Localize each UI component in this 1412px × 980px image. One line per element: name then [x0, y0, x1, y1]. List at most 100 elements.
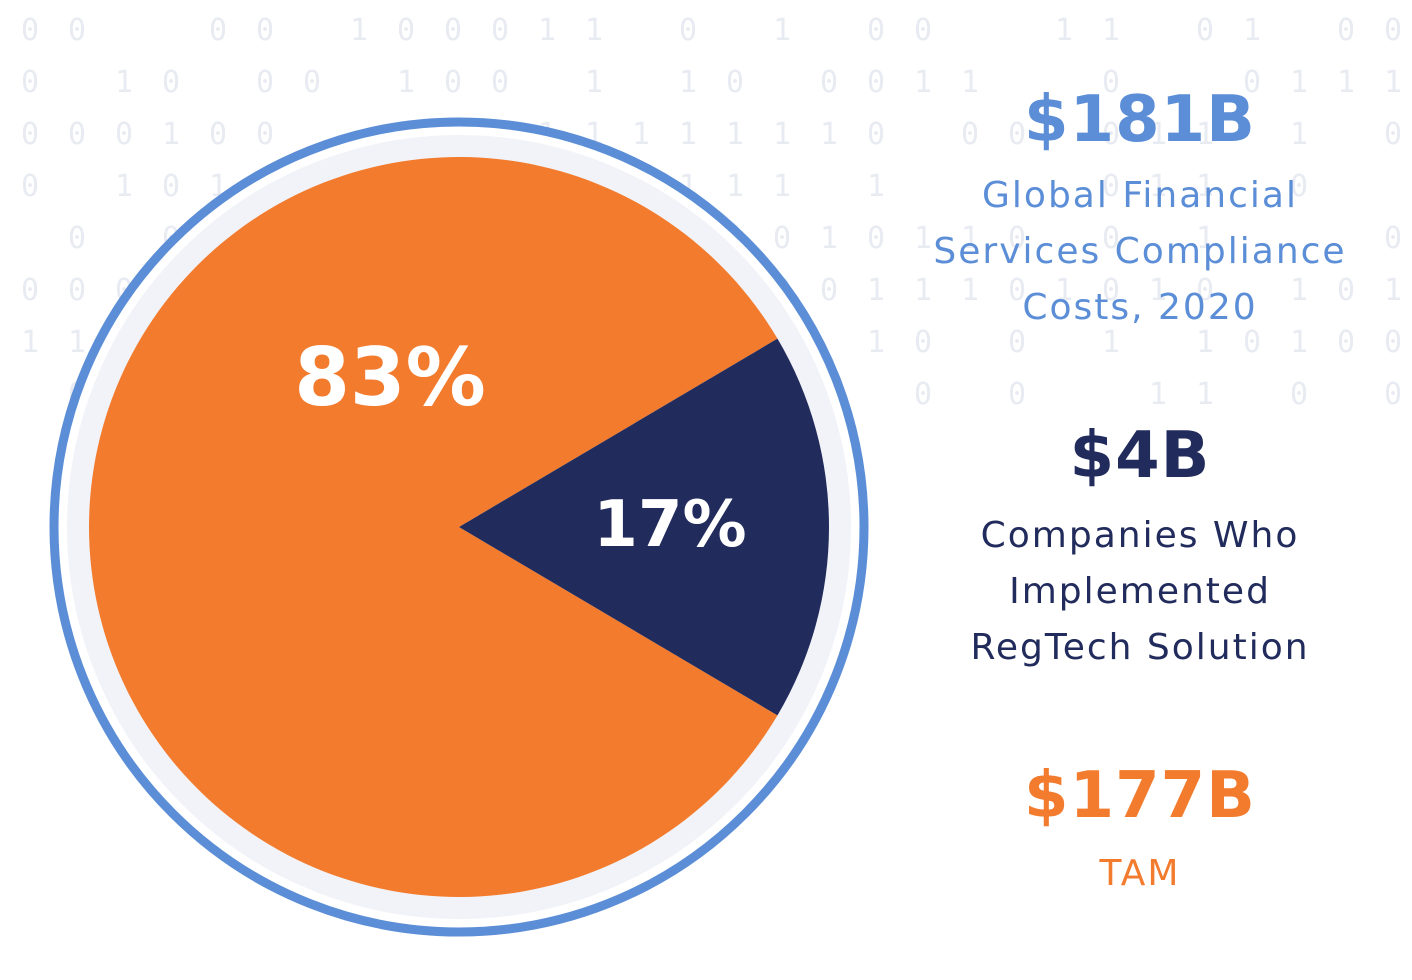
binary-digit: 1 — [1196, 377, 1214, 412]
binary-digit: 1 — [115, 169, 133, 204]
binary-digit: 1 — [1243, 13, 1261, 48]
binary-digit: 0 — [1337, 13, 1355, 48]
binary-digit: 1 — [1149, 169, 1167, 204]
binary-digit: 0 — [21, 169, 39, 204]
binary-digit: 1 — [679, 117, 697, 152]
binary-digit: 0 — [21, 273, 39, 308]
binary-digit: 1 — [773, 13, 791, 48]
binary-digit: 0 — [1102, 65, 1120, 100]
binary-digit: 1 — [350, 13, 368, 48]
binary-digit: 1 — [1196, 117, 1214, 152]
binary-digit: 1 — [1102, 13, 1120, 48]
binary-digit: 1 — [961, 273, 979, 308]
binary-digit: 0 — [1196, 13, 1214, 48]
binary-digit: 0 — [209, 117, 227, 152]
binary-digit: 0 — [1384, 325, 1402, 360]
binary-digit: 0 — [21, 13, 39, 48]
binary-digit: 0 — [1008, 273, 1026, 308]
binary-digit: 1 — [961, 221, 979, 256]
stat-tam: $177B TAM — [880, 760, 1400, 902]
binary-digit: 0 — [491, 65, 509, 100]
binary-digit: 0 — [679, 13, 697, 48]
binary-digit: 1 — [1290, 65, 1308, 100]
binary-digit: 1 — [773, 169, 791, 204]
binary-digit: 0 — [867, 13, 885, 48]
binary-digit: 0 — [914, 325, 932, 360]
stat-tam-value: $177B — [1024, 759, 1256, 833]
binary-digit: 1 — [867, 273, 885, 308]
binary-digit: 0 — [1243, 65, 1261, 100]
binary-digit: 0 — [1102, 117, 1120, 152]
binary-digit: 0 — [1384, 377, 1402, 412]
pie-inner-halo — [67, 135, 851, 919]
binary-digit: 0 — [444, 13, 462, 48]
binary-digit: 0 — [444, 65, 462, 100]
binary-digit: 0 — [162, 65, 180, 100]
binary-digit: 0 — [1102, 169, 1120, 204]
binary-digit: 1 — [21, 325, 39, 360]
stat-regtech-companies-line-2: Implemented — [1009, 571, 1271, 612]
binary-digit: 0 — [820, 65, 838, 100]
binary-digit: 1 — [726, 117, 744, 152]
stat-regtech-companies-description: Companies Who Implemented RegTech Soluti… — [880, 508, 1400, 676]
binary-digit: 1 — [1290, 117, 1308, 152]
binary-digit: 1 — [867, 325, 885, 360]
binary-digit: 0 — [1337, 273, 1355, 308]
binary-digit: 1 — [115, 65, 133, 100]
binary-digit: 0 — [1384, 117, 1402, 152]
binary-digit: 0 — [1337, 325, 1355, 360]
binary-digit: 0 — [1008, 221, 1026, 256]
pie-label-large: 83% — [294, 331, 485, 424]
binary-digit: 0 — [914, 13, 932, 48]
binary-digit: 0 — [256, 13, 274, 48]
binary-digit: 1 — [726, 169, 744, 204]
binary-digit: 0 — [256, 65, 274, 100]
binary-digit: 0 — [1196, 273, 1214, 308]
binary-digit: 0 — [68, 13, 86, 48]
binary-digit: 0 — [491, 13, 509, 48]
binary-digit: 0 — [303, 65, 321, 100]
binary-digit: 1 — [1102, 325, 1120, 360]
binary-digit: 1 — [1384, 65, 1402, 100]
binary-digit: 1 — [585, 13, 603, 48]
binary-digit: 0 — [726, 65, 744, 100]
binary-digit: 1 — [1196, 169, 1214, 204]
binary-digit: 1 — [1196, 325, 1214, 360]
binary-digit: 1 — [1055, 13, 1073, 48]
stat-regtech-companies-line-3: RegTech Solution — [970, 627, 1310, 668]
binary-digit: 1 — [1290, 273, 1308, 308]
binary-digit: 0 — [773, 221, 791, 256]
binary-digit: 0 — [162, 169, 180, 204]
binary-digit: 0 — [867, 117, 885, 152]
binary-digit: 1 — [1149, 377, 1167, 412]
binary-digit: 0 — [68, 221, 86, 256]
stat-compliance-costs-value: $181B — [1024, 83, 1256, 157]
binary-digit: 0 — [820, 273, 838, 308]
binary-digit: 0 — [256, 117, 274, 152]
stat-compliance-costs-line-2: Services Compliance — [933, 231, 1347, 272]
stat-compliance-costs-line-1: Global Financial — [982, 175, 1298, 216]
binary-digit: 1 — [1337, 65, 1355, 100]
binary-digit: 0 — [1290, 377, 1308, 412]
stat-tam-line-1: TAM — [1099, 853, 1181, 894]
binary-digit: 0 — [1384, 221, 1402, 256]
binary-digit: 1 — [679, 65, 697, 100]
binary-digit: 1 — [632, 117, 650, 152]
binary-digit: 1 — [914, 273, 932, 308]
binary-digit: 0 — [21, 117, 39, 152]
binary-digit: 0 — [961, 117, 979, 152]
stat-regtech-companies-line-1: Companies Who — [980, 515, 1300, 556]
stat-tam-description: TAM — [880, 846, 1400, 902]
binary-digit: 0 — [115, 117, 133, 152]
binary-digit: 1 — [961, 65, 979, 100]
stat-compliance-costs-description: Global Financial Services Compliance Cos… — [880, 168, 1400, 336]
binary-digit: 1 — [1290, 325, 1308, 360]
binary-digit: 0 — [914, 377, 932, 412]
binary-digit: 1 — [162, 117, 180, 152]
binary-digit: 1 — [820, 117, 838, 152]
binary-digit: 0 — [1384, 13, 1402, 48]
binary-digit: 0 — [21, 65, 39, 100]
pie-slice-large — [89, 157, 778, 897]
stat-regtech-companies: $4B Companies Who Implemented RegTech So… — [880, 420, 1400, 676]
